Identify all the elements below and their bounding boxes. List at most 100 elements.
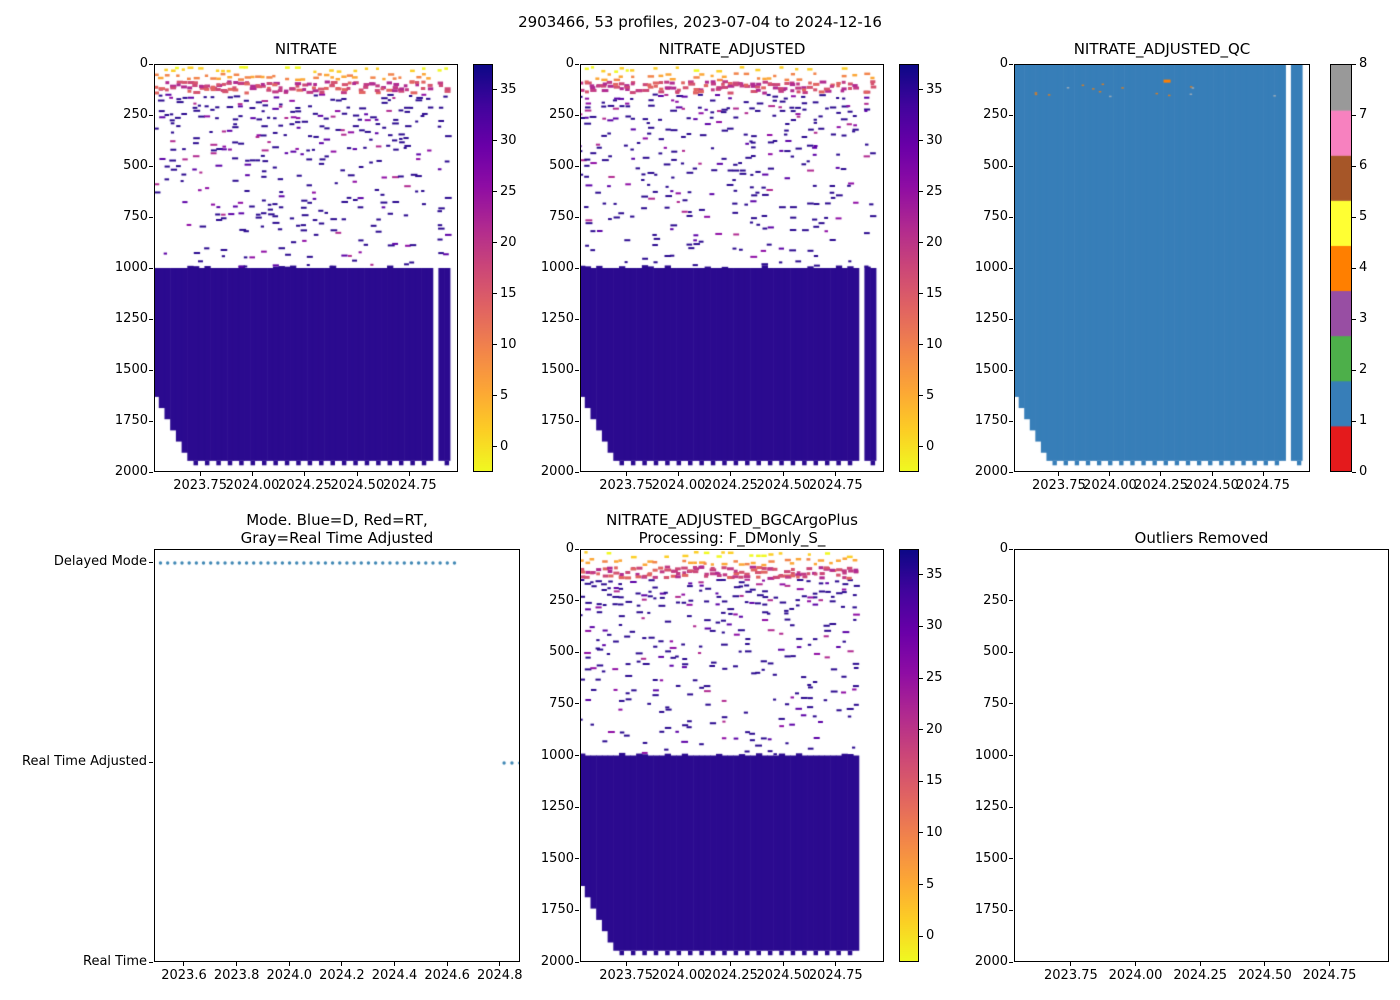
x-tick-mark bbox=[625, 472, 627, 476]
y-tick-label: 1000 bbox=[974, 260, 1008, 275]
x-tick-label: 2024.25 bbox=[1173, 968, 1228, 983]
colorbar-tick-mark bbox=[1352, 318, 1356, 320]
y-tick-mark bbox=[575, 703, 579, 705]
y-tick-mark bbox=[575, 806, 579, 808]
y-tick-mark bbox=[1009, 63, 1013, 65]
y-tick-mark bbox=[575, 548, 579, 550]
y-tick-label: 1500 bbox=[540, 850, 574, 866]
colorbar-tick-label: 2 bbox=[1359, 362, 1368, 377]
subplot-title-bgc-line2: Processing: F_DMonly_S_ bbox=[638, 529, 826, 547]
y-tick-mark bbox=[149, 369, 153, 371]
colorbar-nitrate bbox=[473, 64, 493, 472]
y-tick-mark bbox=[575, 216, 579, 218]
mode-axes bbox=[154, 549, 520, 962]
y-tick-label: 1750 bbox=[974, 902, 1008, 918]
colorbar-tick-label: 15 bbox=[926, 773, 943, 789]
subplot-title-qc: NITRATE_ADJUSTED_QC bbox=[1073, 40, 1251, 58]
subplot-title-outliers: Outliers Removed bbox=[1134, 529, 1269, 547]
y-tick-mark bbox=[1009, 165, 1013, 167]
outliers-empty-canvas bbox=[1015, 550, 1388, 961]
y-tick-mark bbox=[575, 858, 579, 860]
subplot-title-mode-line1: Mode. Blue=D, Red=RT, bbox=[246, 511, 428, 529]
colorbar-nitrate-adjusted-canvas bbox=[900, 65, 918, 471]
y-tick-label: 1750 bbox=[114, 413, 148, 428]
y-tick-mark bbox=[149, 63, 153, 65]
subplot-title-bgc-line1: NITRATE_ADJUSTED_BGCArgoPlus bbox=[606, 511, 858, 529]
x-tick-label: 2024.8 bbox=[476, 968, 523, 983]
y-tick-label: 1500 bbox=[974, 362, 1008, 377]
nitrate-heatmap-canvas bbox=[155, 65, 457, 471]
y-tick-label: 1500 bbox=[114, 362, 148, 377]
colorbar-tick-label: 8 bbox=[1359, 56, 1368, 71]
colorbar-tick-label: 3 bbox=[1359, 311, 1368, 326]
colorbar-tick-mark bbox=[493, 191, 497, 192]
nitrate-adjusted-axes bbox=[580, 64, 884, 472]
bgc-heatmap-canvas bbox=[581, 550, 883, 961]
x-tick-label: 2024.75 bbox=[1302, 968, 1357, 983]
category-tick-label: Delayed Mode bbox=[53, 554, 147, 569]
colorbar-tick-mark bbox=[919, 446, 923, 447]
colorbar-tick-mark bbox=[493, 446, 497, 447]
y-tick-label: 2000 bbox=[974, 954, 1008, 969]
y-tick-label: 750 bbox=[983, 209, 1008, 224]
colorbar-tick-label: 5 bbox=[926, 876, 935, 892]
colorbar-tick-mark bbox=[919, 242, 923, 243]
x-tick-mark bbox=[236, 962, 238, 966]
qc-axes bbox=[1014, 64, 1310, 472]
y-tick-mark bbox=[1009, 961, 1013, 963]
colorbar-tick-mark bbox=[919, 89, 923, 90]
colorbar-tick-mark bbox=[919, 140, 923, 141]
colorbar-tick-label: 20 bbox=[926, 234, 943, 250]
y-tick-label: 1000 bbox=[974, 747, 1008, 763]
colorbar-tick-mark bbox=[1352, 165, 1356, 167]
colorbar-tick-label: 7 bbox=[1359, 107, 1368, 122]
y-tick-mark bbox=[149, 267, 153, 269]
y-tick-mark bbox=[1009, 267, 1013, 269]
x-tick-mark bbox=[288, 962, 290, 966]
y-tick-label: 1250 bbox=[540, 799, 574, 815]
y-tick-mark bbox=[575, 165, 579, 167]
colorbar-tick-mark bbox=[493, 242, 497, 243]
colorbar-tick-label: 10 bbox=[926, 824, 943, 840]
colorbar-tick-mark bbox=[919, 344, 923, 345]
y-tick-mark bbox=[149, 318, 153, 320]
x-tick-label: 2024.50 bbox=[756, 968, 811, 983]
y-tick-mark bbox=[1009, 600, 1013, 602]
colorbar-bgc bbox=[899, 549, 919, 962]
y-tick-label: 750 bbox=[123, 209, 148, 224]
y-tick-label: 250 bbox=[123, 107, 148, 122]
x-tick-label: 2024.25 bbox=[704, 478, 758, 493]
x-tick-mark bbox=[730, 962, 732, 966]
colorbar-tick-label: 30 bbox=[926, 618, 943, 634]
colorbar-tick-mark bbox=[919, 935, 923, 937]
y-tick-mark bbox=[1009, 369, 1013, 371]
y-tick-mark bbox=[575, 318, 579, 320]
y-tick-label: 2000 bbox=[974, 464, 1008, 479]
x-tick-mark bbox=[782, 962, 784, 966]
x-tick-label: 2024.00 bbox=[1108, 968, 1163, 983]
nitrate-axes bbox=[154, 64, 458, 472]
colorbar-tick-label: 15 bbox=[500, 285, 517, 301]
y-tick-mark bbox=[575, 600, 579, 602]
y-tick-mark bbox=[1009, 755, 1013, 756]
x-tick-mark bbox=[304, 472, 306, 476]
x-tick-label: 2023.75 bbox=[599, 478, 653, 493]
y-tick-mark bbox=[1009, 216, 1013, 218]
x-tick-mark bbox=[1160, 472, 1162, 476]
x-tick-label: 2024.00 bbox=[225, 478, 280, 493]
colorbar-tick-mark bbox=[493, 89, 497, 90]
y-tick-mark bbox=[1009, 114, 1013, 116]
colorbar-tick-mark bbox=[919, 780, 923, 782]
colorbar-tick-mark bbox=[493, 344, 497, 345]
y-tick-label: 750 bbox=[549, 695, 574, 711]
colorbar-tick-mark bbox=[1352, 471, 1356, 473]
subplot-title-mode-line2: Gray=Real Time Adjusted bbox=[240, 529, 434, 547]
y-tick-label: 250 bbox=[983, 592, 1008, 608]
y-tick-mark bbox=[149, 561, 153, 563]
x-tick-mark bbox=[393, 962, 395, 966]
x-tick-label: 2024.50 bbox=[330, 478, 385, 493]
colorbar-tick-mark bbox=[1352, 216, 1356, 218]
x-tick-label: 2024.00 bbox=[651, 968, 706, 983]
y-tick-mark bbox=[1009, 471, 1013, 473]
y-tick-mark bbox=[575, 63, 579, 65]
